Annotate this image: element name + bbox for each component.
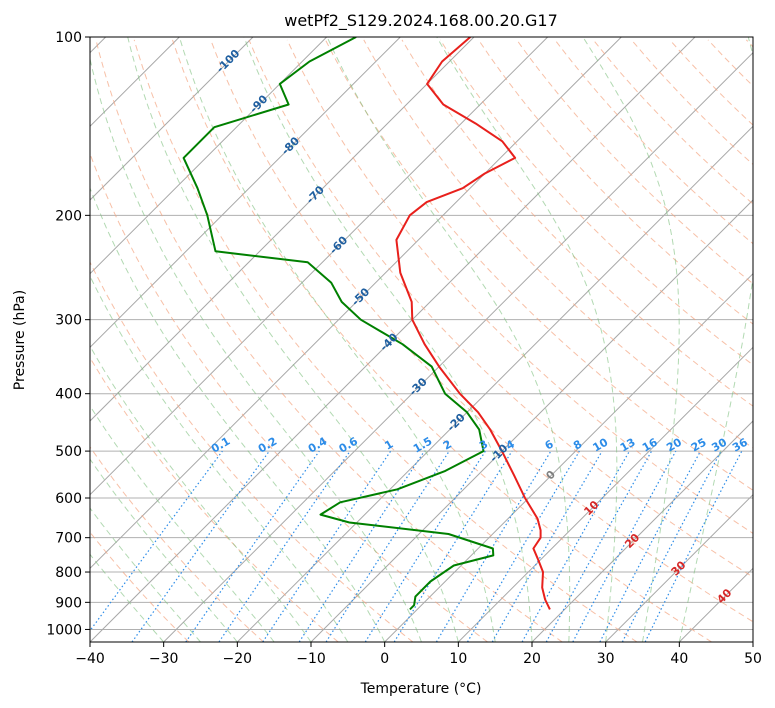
isotherm-line	[531, 420, 753, 642]
mixing-ratio-line	[572, 450, 677, 642]
y-tick-label: 100	[55, 30, 82, 46]
dry-adiabat-line	[95, 39, 563, 642]
y-tick-label: 900	[55, 595, 82, 611]
x-tick-label: 20	[523, 651, 541, 667]
dry-adiabat-line	[248, 39, 753, 578]
dry-adiabat-line	[592, 39, 753, 205]
background-reference-lines	[90, 37, 753, 642]
isotherm-line	[605, 493, 753, 642]
moist-adiabat-line	[582, 37, 680, 642]
moist-adiabat-line	[90, 458, 238, 642]
x-axis-label: Temperature (°C)	[360, 681, 482, 697]
x-tick-label: −30	[149, 651, 179, 667]
y-tick-label: 400	[55, 387, 82, 403]
dry-adiabat-line	[554, 39, 753, 245]
isotherm-line	[90, 37, 475, 422]
x-tick-label: 40	[670, 651, 688, 667]
moist-adiabat-line	[178, 37, 496, 642]
chart-title: wetPf2_S129.2024.168.00.20.G17	[284, 11, 558, 31]
x-tick-label: 30	[597, 651, 615, 667]
series-layer	[182, 37, 551, 611]
x-tick-label: 0	[380, 651, 389, 667]
x-tick-label: 10	[449, 651, 467, 667]
isotherm-line	[90, 37, 401, 349]
y-tick-label: 700	[55, 531, 82, 547]
mixing-ratio-line	[262, 450, 392, 642]
temperature-profile-line	[395, 37, 551, 610]
moist-adiabat-line	[90, 186, 386, 642]
mixing-ratio-line	[393, 450, 513, 642]
isotherm-line	[384, 272, 753, 642]
moist-adiabat-line	[436, 37, 618, 642]
dry-adiabat-line	[401, 39, 753, 407]
isotherm-line	[457, 346, 753, 642]
dry-adiabat-line	[90, 260, 414, 642]
dewpoint-profile-line	[182, 37, 495, 611]
mixing-ratio-line	[185, 450, 320, 642]
mixing-ratio-line	[218, 450, 351, 642]
dry-adiabat-line	[172, 39, 712, 642]
mixing-ratio-line	[298, 450, 425, 642]
dry-adiabat-line	[363, 39, 753, 449]
isotherm-line	[90, 37, 254, 201]
moist-adiabat-line	[90, 56, 422, 642]
dry-adiabat-line	[133, 39, 638, 642]
y-tick-label: 200	[55, 208, 82, 224]
moist-adiabat-line	[90, 507, 201, 642]
dry-adiabat-line	[631, 39, 753, 166]
y-tick-label: 300	[55, 313, 82, 329]
mixing-ratio-line	[545, 450, 653, 642]
moist-adiabat-line	[127, 37, 459, 642]
y-axis-label: Pressure (hPa)	[12, 290, 28, 390]
dry-adiabat-line	[286, 39, 753, 534]
moist-adiabat-line	[90, 345, 312, 642]
isotherm-line	[163, 51, 753, 642]
tick-layer: −40 −30 −20 −10 0 10 20 30 40 50 100 200 300 400 500 60…	[46, 30, 762, 667]
mixing-ratio-line	[521, 450, 631, 642]
isotherm-line	[236, 125, 753, 642]
mixing-ratio-line	[131, 450, 270, 642]
y-tick-label: 800	[55, 565, 82, 581]
x-tick-label: −10	[296, 651, 326, 667]
dry-adiabat-line	[210, 39, 753, 623]
moist-adiabat-line	[90, 405, 275, 642]
dry-adiabat-line	[90, 531, 190, 642]
moist-adiabat-line	[326, 37, 571, 642]
x-tick-label: −20	[223, 651, 253, 667]
isotherm-line	[90, 37, 622, 570]
x-tick-label: 50	[744, 651, 762, 667]
x-tick-label: −40	[75, 651, 105, 667]
plot-frame	[89, 36, 754, 643]
mixing-ratio-line	[325, 450, 450, 642]
isotherm-line	[90, 37, 549, 496]
y-tick-label: 500	[55, 444, 82, 460]
moist-adiabat-line	[678, 37, 753, 642]
dry-adiabat-line	[478, 39, 753, 325]
mixing-ratio-line	[90, 450, 223, 632]
dry-adiabat-line	[90, 446, 264, 642]
moist-adiabat-line	[243, 37, 533, 642]
isotherm-line	[90, 37, 328, 275]
dry-adiabat-line	[325, 39, 753, 491]
mixing-ratio-line	[644, 450, 743, 642]
y-tick-label: 1000	[46, 622, 82, 638]
y-tick-label: 600	[55, 491, 82, 507]
